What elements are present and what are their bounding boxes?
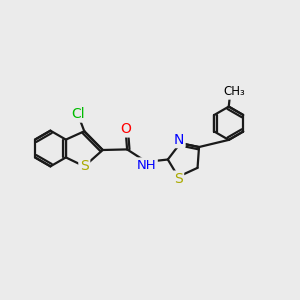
Text: CH₃: CH₃ (223, 85, 245, 98)
Text: S: S (174, 172, 183, 186)
Text: S: S (80, 159, 89, 173)
Text: Cl: Cl (71, 107, 85, 121)
Text: O: O (120, 122, 131, 136)
Text: N: N (174, 133, 184, 147)
Text: NH: NH (136, 159, 156, 172)
